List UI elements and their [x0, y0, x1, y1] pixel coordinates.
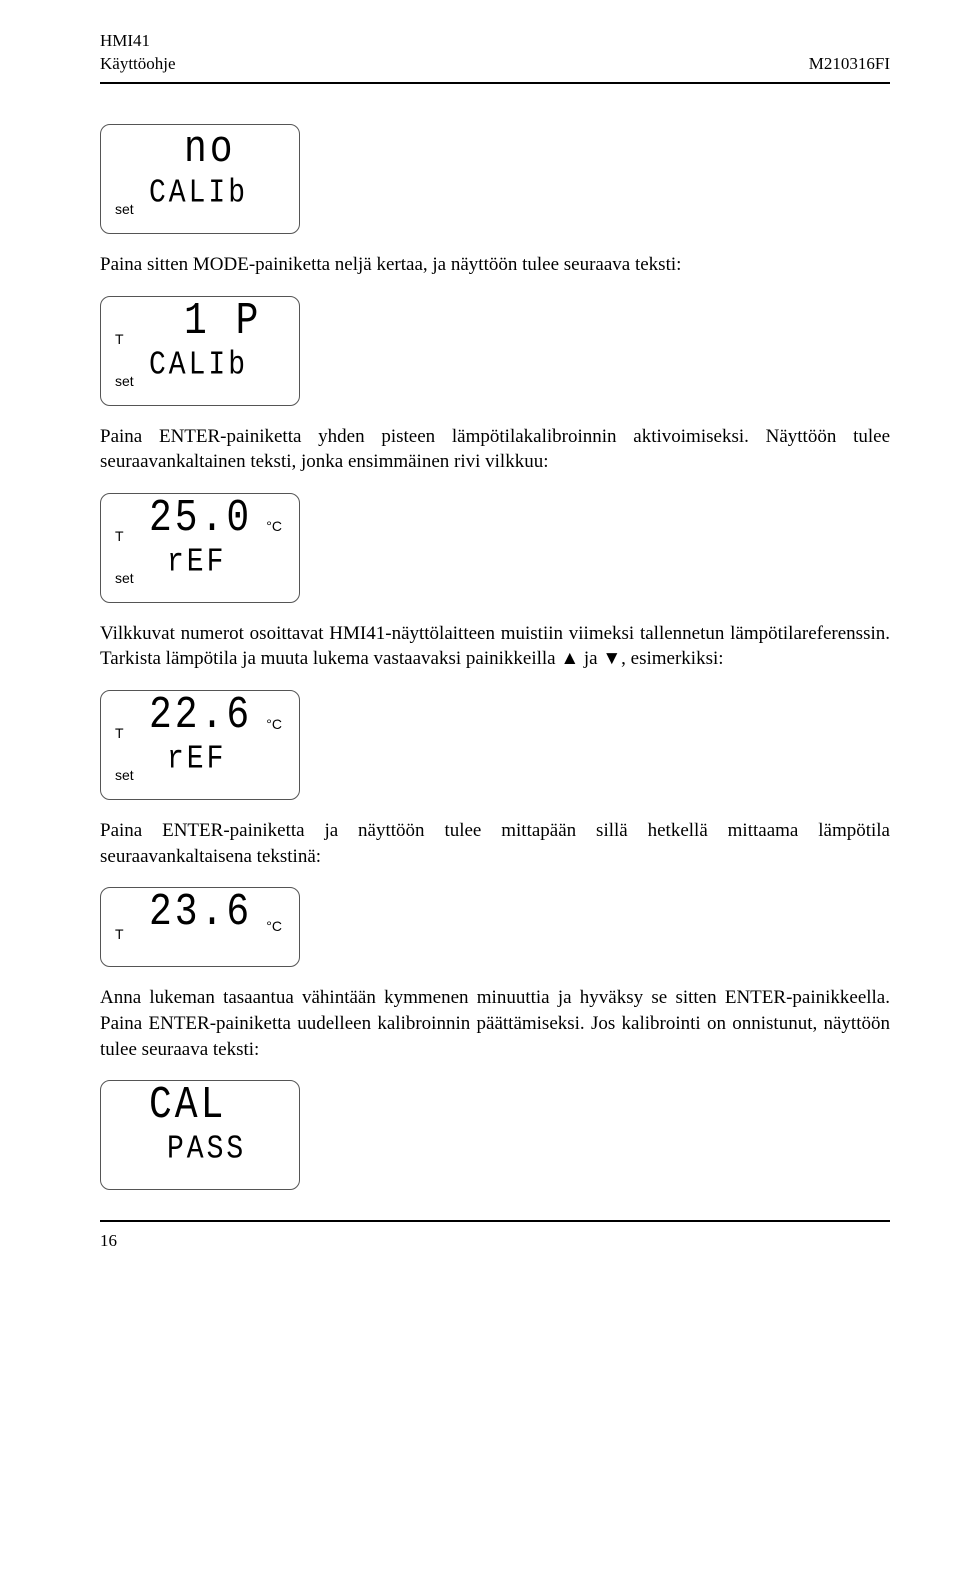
- lcd-indicator-t: T: [115, 925, 139, 944]
- lcd-top-value: 23.6: [149, 891, 252, 937]
- lcd-unit-celsius: °C: [266, 517, 282, 536]
- header-model: HMI41: [100, 30, 176, 53]
- lcd-top-value: CAL: [149, 1084, 226, 1130]
- lcd-indicator-blank: [115, 158, 139, 177]
- lcd-indicator-set: set: [115, 569, 139, 588]
- page-number: 16: [100, 1230, 890, 1253]
- lcd-top-value: 25.0: [149, 496, 252, 542]
- lcd-display-cal-pass: CAL PASS: [100, 1080, 300, 1190]
- lcd-indicator-set: set: [115, 766, 139, 785]
- page-header: HMI41 Käyttöohje M210316FI: [100, 30, 890, 84]
- body-paragraph-2: Paina ENTER-painiketta yhden pisteen läm…: [100, 424, 890, 475]
- body-paragraph-1: Paina sitten MODE-painiketta neljä kerta…: [100, 252, 890, 278]
- header-divider: [100, 82, 890, 84]
- body-paragraph-4: Paina ENTER-painiketta ja näyttöön tulee…: [100, 818, 890, 869]
- lcd-display-25-ref: T 25.0 °C set rEF: [100, 493, 300, 603]
- body-paragraph-3: Vilkkuvat numerot osoittavat HMI41-näytt…: [100, 621, 890, 672]
- lcd-bottom-value: CALIb: [149, 177, 248, 211]
- lcd-indicator-blank: [115, 1156, 139, 1175]
- header-doc-code: M210316FI: [809, 53, 890, 76]
- lcd-display-no-calib: no set CALIb: [100, 124, 300, 234]
- lcd-top-value: no: [149, 127, 236, 173]
- lcd-display-1p-calib: T 1 P set CALIb: [100, 296, 300, 406]
- lcd-top-value: 1 P: [149, 299, 261, 345]
- lcd-unit-celsius: °C: [266, 715, 282, 734]
- lcd-indicator-set: set: [115, 200, 139, 219]
- footer-divider: [100, 1220, 890, 1222]
- lcd-indicator-t: T: [115, 527, 139, 546]
- lcd-indicator-t: T: [115, 724, 139, 743]
- body-paragraph-5: Anna lukeman tasaantua vähintään kymmene…: [100, 985, 890, 1062]
- lcd-unit-celsius: °C: [266, 917, 282, 936]
- header-doc-title: Käyttöohje: [100, 53, 176, 76]
- lcd-bottom-value: PASS: [149, 1134, 246, 1168]
- lcd-bottom-value: rEF: [149, 546, 226, 580]
- lcd-top-value: 22.6: [149, 693, 252, 739]
- lcd-indicator-set: set: [115, 372, 139, 391]
- lcd-indicator-blank: [115, 1114, 139, 1133]
- lcd-display-22-ref: T 22.6 °C set rEF: [100, 690, 300, 800]
- lcd-bottom-value: rEF: [149, 743, 226, 777]
- lcd-indicator-t: T: [115, 330, 139, 349]
- lcd-display-23-measured: T 23.6 °C: [100, 887, 300, 967]
- lcd-bottom-value: CALIb: [149, 349, 248, 383]
